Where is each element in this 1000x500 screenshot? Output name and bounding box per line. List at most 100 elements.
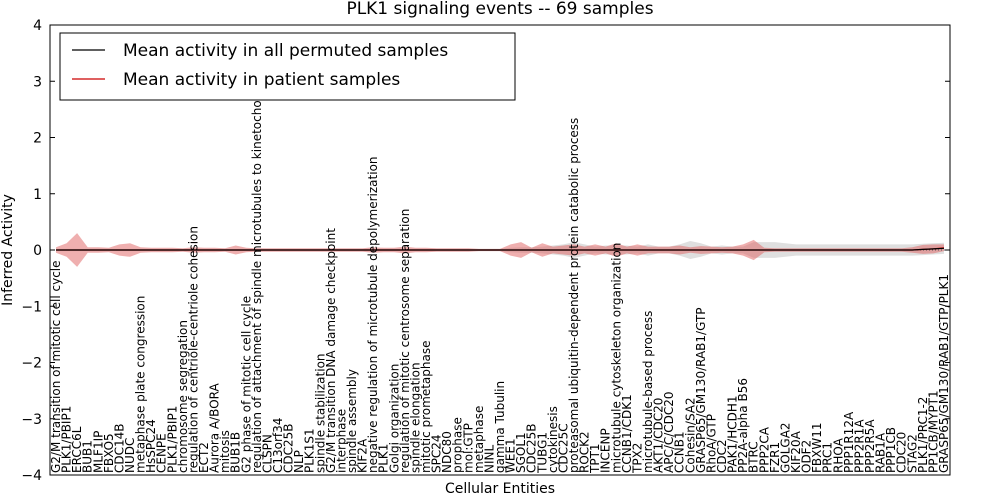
entity-label: FBXW11: [810, 423, 824, 474]
entity-labels: G2/M transition of mitotic cell cyclePLK…: [49, 88, 951, 474]
entity-label: NLP: [292, 450, 306, 473]
entity-label: ODF2: [800, 440, 814, 473]
entity-label: negative regulation of microtubule depol…: [366, 156, 380, 473]
entity-label: MLF1IP: [91, 431, 105, 473]
entity-label: AKT1/CDC20: [652, 398, 666, 473]
entity-label: proteasomal ubiquitin-dependent protein …: [567, 118, 581, 473]
entity-label: CDC20: [895, 432, 909, 473]
legend: Mean activity in all permuted samples Me…: [59, 32, 516, 101]
y-tick-label: 2: [33, 131, 42, 147]
y-tick-label: 3: [33, 74, 42, 90]
entity-label: NDC80: [440, 431, 454, 473]
entity-label: G2 phase of mitotic cell cycle: [239, 296, 253, 473]
entity-label: KIF20A: [789, 430, 803, 473]
y-axis-label: Inferred Activity: [0, 194, 16, 306]
y-tick-label: −4: [21, 468, 42, 484]
series-lines: [56, 247, 945, 251]
entity-label: GOLGA2: [778, 422, 792, 473]
entity-label: spindle assembly: [345, 369, 359, 473]
y-tick-label: 0: [33, 243, 42, 259]
entity-label: CCNB1: [673, 431, 687, 473]
entity-label: TUBG1: [535, 432, 549, 474]
entity-label: PPP1CB: [884, 427, 898, 473]
entity-label: CDC25B: [282, 424, 296, 474]
entity-label: PRC1: [821, 442, 835, 473]
entity-label: prophase: [451, 417, 465, 473]
entity-label: ERCC6L: [70, 426, 84, 473]
entity-label: SGOL1: [514, 432, 528, 473]
entity-label: G2/M transition of mitotic cell cycle: [49, 260, 63, 473]
y-tick-label: 1: [33, 187, 42, 203]
entity-label: CDC25C: [556, 423, 570, 473]
entity-label: FZR1: [768, 442, 782, 473]
entity-label: PLK1: [377, 444, 391, 473]
legend-entry-patient: Mean activity in patient samples: [123, 70, 400, 90]
y-tick-label: −2: [21, 356, 42, 372]
entity-label: G2/M transition DNA damage checkpoint: [324, 228, 338, 473]
entity-label: WEE1: [504, 438, 518, 473]
entity-label: mitotic prometaphase: [419, 341, 433, 474]
entity-label: PPP1R12A: [842, 411, 856, 473]
entity-label: mitosis: [218, 430, 232, 473]
entity-label: INCENP: [599, 428, 613, 473]
entity-label: chromosome segregation: [176, 320, 190, 473]
entity-label: ROCK2: [578, 431, 592, 473]
entity-label: CDC2: [715, 439, 729, 473]
entity-label: STAG2: [905, 434, 919, 473]
entity-label: microtubule-based process: [641, 311, 655, 473]
entity-label: spindle elongation: [408, 362, 422, 473]
entity-label: CDC25B: [525, 424, 539, 474]
entity-label: mol:GTP: [461, 423, 475, 473]
entity-label: PAK1/HCDH1: [726, 395, 740, 473]
entity-label: BTRC: [747, 441, 761, 473]
entity-label: PPP2CA: [757, 426, 771, 473]
entity-label: PLK1/PBIP1: [60, 406, 74, 473]
entity-label: KIF2A: [356, 438, 370, 473]
legend-frame: [59, 32, 516, 101]
entity-label: PP1CB/MYPT1: [926, 390, 940, 473]
entity-label: CENPE: [155, 433, 169, 473]
entity-label: RhoA/GTP: [704, 414, 718, 473]
chart-title: PLK1 signaling events -- 69 samples: [346, 0, 653, 19]
entity-label: NUDC: [123, 438, 137, 473]
y-tick-label: 4: [33, 18, 42, 34]
y-tick-label: −1: [21, 299, 42, 315]
entity-label: TPX2: [630, 443, 644, 474]
entity-label: FBXO5: [102, 433, 116, 473]
entity-label: metaphase: [472, 406, 486, 473]
entity-label: Golgi organization: [387, 364, 401, 473]
y-tick-label: −3: [21, 412, 42, 428]
y-axis: −4 −3 −2 −1 0 1 2 3 4: [21, 18, 950, 484]
entity-label: RHOA: [831, 437, 845, 473]
entity-label: CCNB1/CDK1: [620, 394, 634, 473]
entity-label: BUB1: [81, 440, 95, 473]
entity-label: Aurora A/BORA: [208, 383, 222, 473]
entity-label: PPP2R5A: [863, 419, 877, 473]
entity-label: RAB1A: [874, 432, 888, 473]
entity-label: cytokinesis: [546, 406, 560, 473]
entity-label: microtubule cytoskeleton organization: [609, 243, 623, 473]
legend-entry-permuted: Mean activity in all permuted samples: [123, 41, 448, 61]
entity-label: ECT2: [197, 442, 211, 473]
entity-label: CDC14B: [112, 424, 126, 474]
entity-label: regulation of centriole-centriole cohesi…: [186, 226, 200, 473]
entity-label: CLSPN: [260, 434, 274, 473]
entity-label: PLK1/PRC1-2: [916, 397, 930, 473]
entity-label: metaphase plate congression: [134, 296, 148, 473]
entity-label: Cohesin/SA2: [683, 397, 697, 473]
permuted-mean-line: [56, 247, 945, 251]
entity-label: GRASP65/GM130/RAB1/GTP/PLK1: [937, 274, 951, 473]
entity-label: spindle stabilization: [313, 353, 327, 473]
entity-label: GRASP65/GM130/RAB1/GTP: [694, 307, 708, 473]
entity-label: regulation of attachment of spindle micr…: [250, 88, 264, 473]
entity-label: APC/C/CDC20: [662, 391, 676, 473]
entity-label: SPC24: [430, 434, 444, 473]
entity-label: PLK1S1: [303, 428, 317, 473]
entity-label: TPT1: [588, 443, 602, 474]
entity-label: regulation of mitotic centrosome separat…: [398, 209, 412, 473]
entity-label: PLK1/PBIP1: [165, 406, 179, 473]
entity-label: NINL: [482, 445, 496, 473]
entity-label: C13orf34: [271, 418, 285, 473]
entity-label: interphase: [334, 409, 348, 473]
